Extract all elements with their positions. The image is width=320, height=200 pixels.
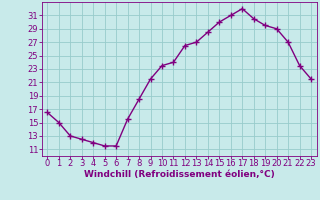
X-axis label: Windchill (Refroidissement éolien,°C): Windchill (Refroidissement éolien,°C)	[84, 170, 275, 179]
